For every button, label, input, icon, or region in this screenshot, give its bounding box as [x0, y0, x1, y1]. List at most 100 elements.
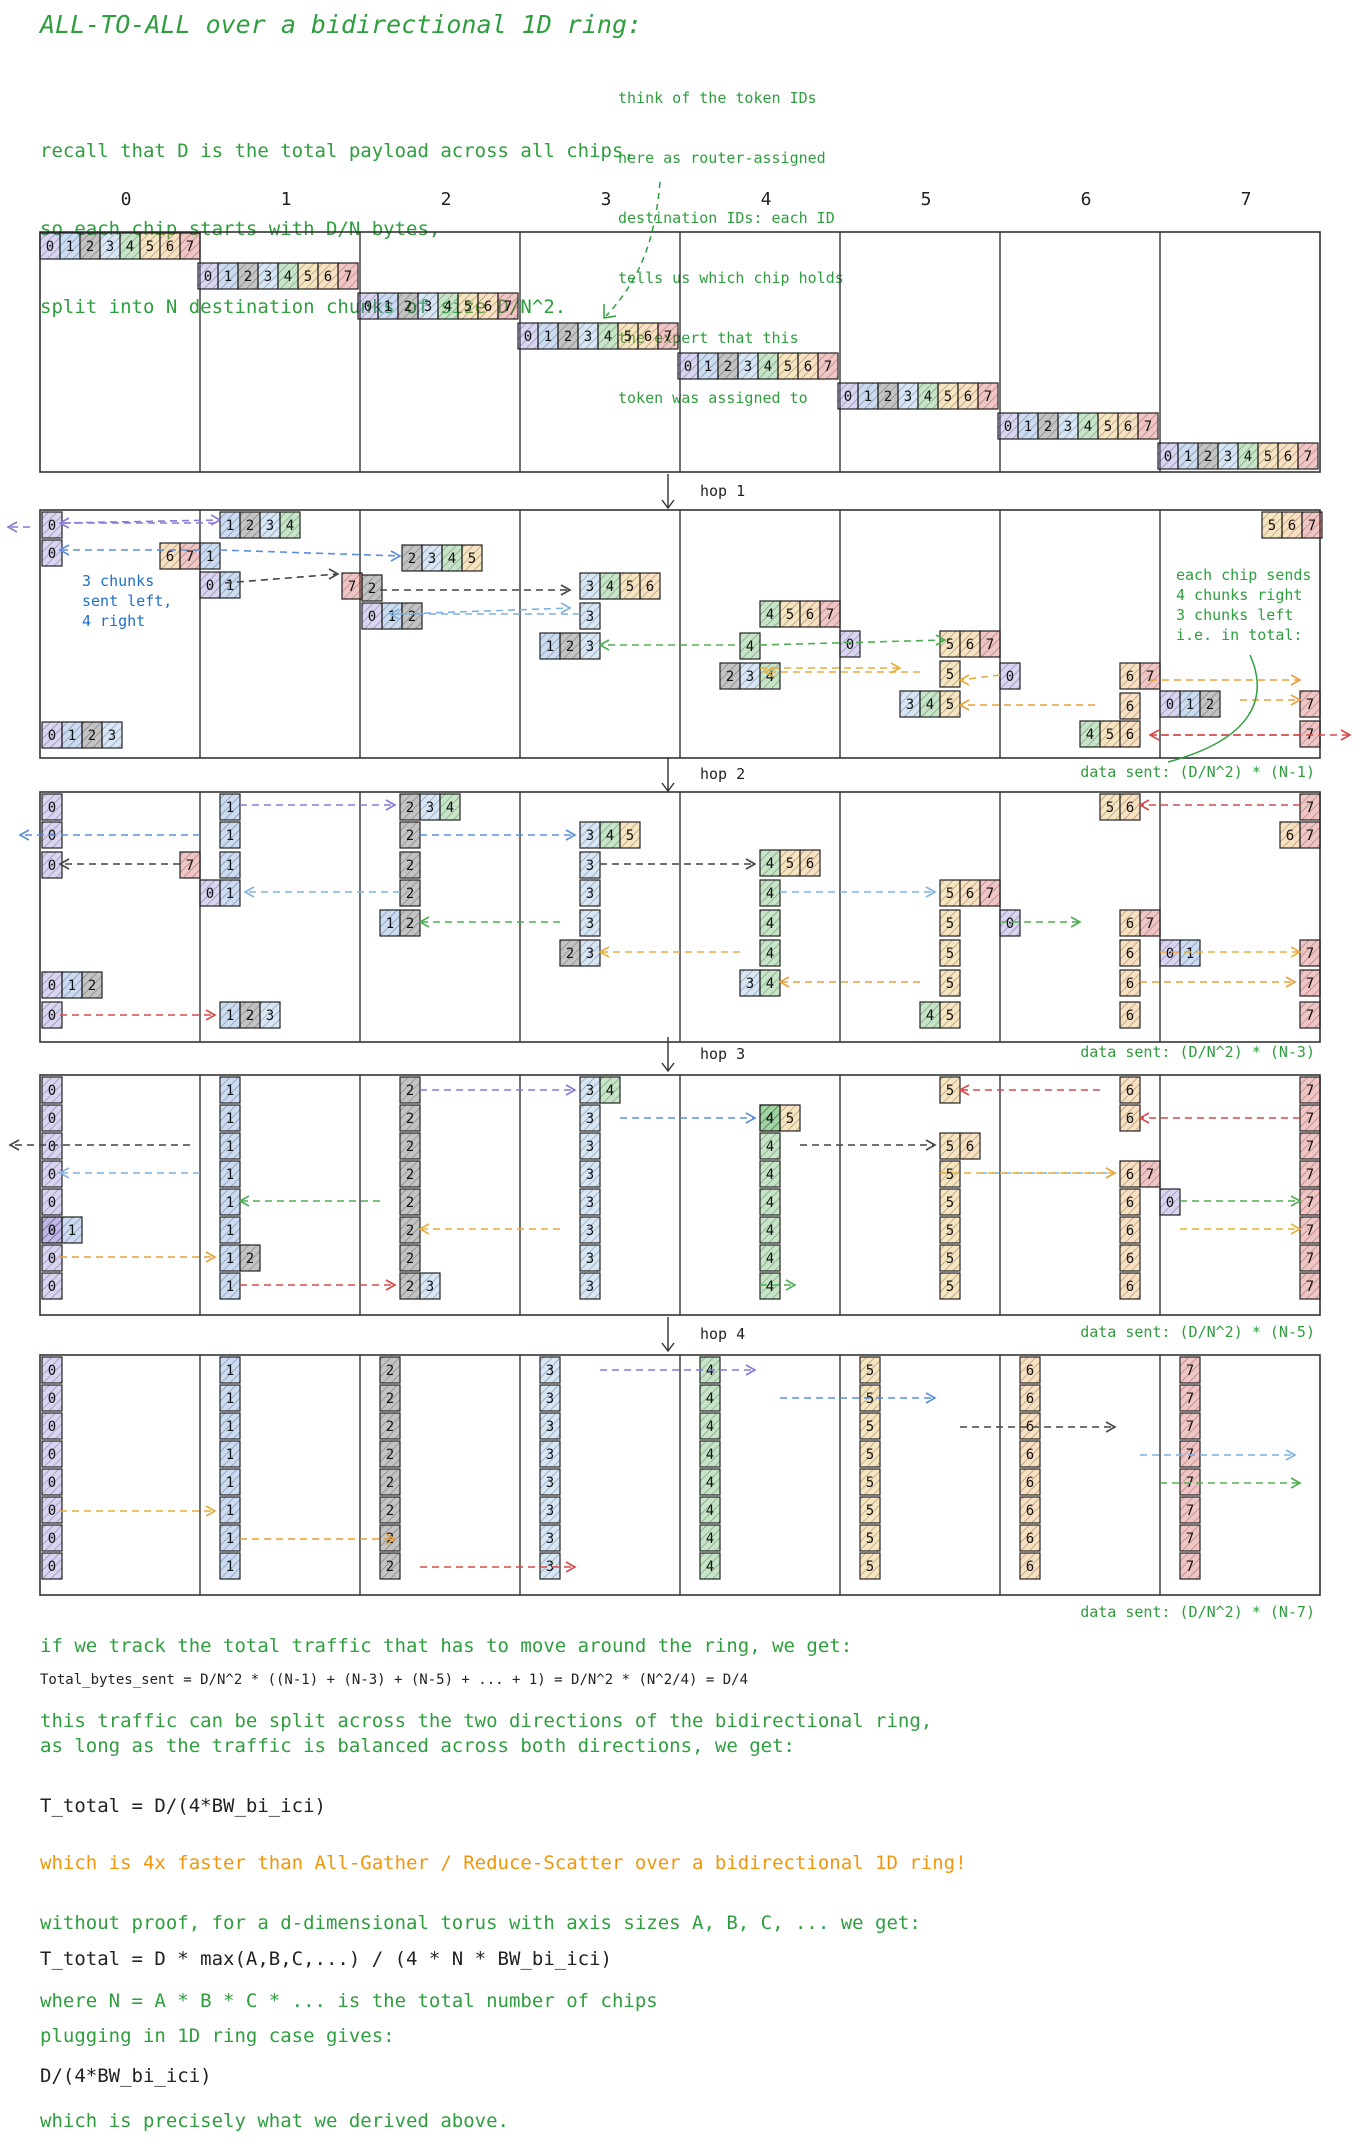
chunk-cell: 0 — [1159, 1188, 1181, 1216]
chunk-cell: 0 — [1159, 690, 1181, 718]
chunk-cell: 4 — [699, 1552, 721, 1580]
svg-text:7: 7 — [1306, 946, 1314, 962]
svg-text:2: 2 — [368, 581, 376, 597]
chunk-cell: 5 — [859, 1412, 881, 1440]
transfer-arrow — [243, 886, 400, 898]
chunk-cell: 3 — [579, 1216, 601, 1244]
svg-text:1: 1 — [226, 800, 234, 816]
svg-text:0: 0 — [48, 978, 56, 994]
chunk-cell: 3 — [417, 292, 439, 320]
chunk-cell: 2 — [361, 574, 383, 602]
svg-text:0: 0 — [684, 359, 692, 375]
svg-text:0: 0 — [48, 1475, 56, 1491]
bottom-text-line: as long as the traffic is balanced acros… — [40, 1735, 795, 1757]
chunk-cell: 7 — [1299, 720, 1321, 748]
chunk-cell: 0 — [41, 1412, 63, 1440]
right-annotation: i.e. in total: — [1176, 626, 1302, 644]
svg-text:6: 6 — [1026, 1419, 1034, 1435]
transfer-arrow — [1138, 1112, 1300, 1124]
transfer-arrow — [620, 1112, 757, 1124]
svg-text:2: 2 — [724, 359, 732, 375]
svg-text:5: 5 — [946, 886, 954, 902]
transfer-arrow — [958, 699, 1095, 711]
chunk-cell: 6 — [1119, 720, 1141, 748]
transfer-arrow — [238, 1195, 380, 1207]
chunk-cell: 7 — [1299, 821, 1321, 849]
svg-text:5: 5 — [786, 856, 794, 872]
chunk-cell: 6 — [1119, 909, 1141, 937]
transfer-arrow — [240, 799, 397, 811]
chunk-cell: 6 — [959, 879, 981, 907]
chunk-cell: 1 — [219, 1076, 241, 1104]
svg-text:4: 4 — [746, 639, 754, 655]
svg-text:4: 4 — [606, 828, 614, 844]
chunk-cell: 7 — [179, 542, 201, 570]
svg-text:7: 7 — [1306, 1083, 1314, 1099]
svg-text:0: 0 — [48, 1251, 56, 1267]
chunk-cell: 2 — [379, 1552, 401, 1580]
chunk-cell: 7 — [1299, 1104, 1321, 1132]
chunk-cell: 4 — [759, 849, 781, 877]
svg-text:7: 7 — [1186, 1559, 1194, 1575]
chunk-cell: 0 — [517, 322, 539, 350]
chunk-cell: 7 — [1179, 1468, 1201, 1496]
chunk-cell: 5 — [939, 969, 961, 997]
svg-text:5: 5 — [946, 1008, 954, 1024]
chip-label: 5 — [921, 189, 932, 210]
svg-text:3: 3 — [108, 728, 116, 744]
chunk-cell: 7 — [657, 322, 679, 350]
svg-text:5: 5 — [786, 607, 794, 623]
svg-text:5: 5 — [866, 1503, 874, 1519]
chunk-cell: 5 — [139, 232, 161, 260]
chunk-cell: 5 — [939, 909, 961, 937]
chunk-cell: 6 — [1019, 1356, 1041, 1384]
chunk-cell: 0 — [41, 1132, 63, 1160]
chunk-cell: 3 — [419, 1272, 441, 1300]
chunk-cell: 3 — [101, 721, 123, 749]
svg-text:0: 0 — [48, 1111, 56, 1127]
chunk-cell: 1 — [219, 1496, 241, 1524]
chunk-cell: 1 — [59, 232, 81, 260]
svg-text:5: 5 — [468, 551, 476, 567]
svg-text:3: 3 — [546, 1363, 554, 1379]
svg-text:2: 2 — [884, 389, 892, 405]
chunk-cell: 6 — [1119, 1272, 1141, 1300]
chunk-cell: 2 — [399, 1244, 421, 1272]
bottom-text-line: which is 4x faster than All-Gather / Red… — [40, 1852, 967, 1874]
transfer-arrow — [58, 544, 200, 556]
note-line: here as router-assigned — [618, 149, 826, 167]
svg-text:3: 3 — [586, 609, 594, 625]
svg-text:1: 1 — [1186, 946, 1194, 962]
data-sent-label: data sent: (D/N^2) * (N-3) — [1080, 1043, 1315, 1061]
svg-text:6: 6 — [1126, 1083, 1134, 1099]
chunk-cell: 3 — [579, 1188, 601, 1216]
chunk-cell: 5 — [939, 1188, 961, 1216]
svg-text:1: 1 — [206, 549, 214, 565]
svg-text:7: 7 — [1304, 449, 1312, 465]
chunk-cell: 3 — [579, 909, 601, 937]
svg-text:2: 2 — [1206, 697, 1214, 713]
transfer-arrow — [60, 1009, 217, 1021]
svg-text:4: 4 — [766, 1195, 774, 1211]
svg-text:1: 1 — [226, 578, 234, 594]
svg-text:3: 3 — [546, 1419, 554, 1435]
hop-label: hop 3 — [700, 1045, 745, 1063]
svg-text:1: 1 — [226, 1475, 234, 1491]
svg-text:0: 0 — [1166, 946, 1174, 962]
svg-text:2: 2 — [386, 1447, 394, 1463]
svg-text:5: 5 — [866, 1559, 874, 1575]
svg-text:6: 6 — [1286, 828, 1294, 844]
svg-text:3: 3 — [264, 269, 272, 285]
svg-text:3: 3 — [586, 1139, 594, 1155]
chunk-cell: 7 — [1297, 442, 1319, 470]
chunk-cell: 4 — [1079, 720, 1101, 748]
chunk-cell: 3 — [539, 1384, 561, 1412]
chunk-cell: 5 — [859, 1496, 881, 1524]
svg-text:7: 7 — [186, 239, 194, 255]
chunk-cell: 5 — [779, 1104, 801, 1132]
right-annotation: 3 chunks left — [1176, 606, 1293, 624]
transfer-arrow — [8, 1139, 190, 1151]
chunk-cell: 7 — [179, 851, 201, 879]
svg-text:1: 1 — [864, 389, 872, 405]
